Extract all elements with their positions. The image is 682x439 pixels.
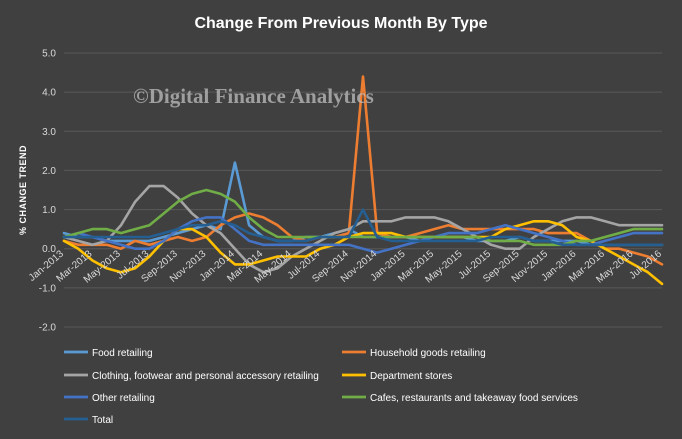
- x-axis-ticks: Jan-2013Mar-2013May-2013Jul-2013Sep-2013…: [27, 248, 664, 285]
- series-line-6: [62, 208, 664, 247]
- y-tick-label: -1.0: [39, 283, 57, 294]
- y-tick-label: 3.0: [42, 127, 56, 138]
- chart-title: Change From Previous Month By Type: [194, 15, 487, 32]
- watermark: ©Digital Finance Analytics: [133, 84, 374, 108]
- y-tick-label: 1.0: [42, 205, 56, 216]
- legend-label-0: Food retailing: [92, 348, 153, 359]
- y-axis-label: % CHANGE TREND: [18, 145, 28, 235]
- legend-label-2: Clothing, footwear and personal accessor…: [92, 371, 319, 382]
- legend-label-5: Cafes, restaurants and takeaway food ser…: [370, 393, 578, 404]
- legend-label-1: Household goods retailing: [370, 348, 486, 359]
- legend-label-4: Other retailing: [92, 393, 155, 404]
- legend-label-3: Department stores: [370, 371, 452, 382]
- y-tick-label: -2.0: [39, 323, 57, 334]
- legend: Food retailing Household goods retailing C…: [64, 348, 578, 426]
- y-tick-label: 2.0: [42, 166, 56, 177]
- y-tick-label: 0.0: [42, 244, 56, 255]
- legend-label-6: Total: [92, 415, 113, 426]
- series-lines: [62, 75, 664, 286]
- series-line-4: [62, 216, 664, 254]
- y-tick-label: 4.0: [42, 88, 56, 99]
- y-tick-label: 5.0: [42, 49, 56, 60]
- y-axis-ticks: 5.0 4.0 3.0 2.0 1.0 0.0 -1.0 -2.0: [39, 49, 57, 334]
- series-line-2: [62, 184, 664, 274]
